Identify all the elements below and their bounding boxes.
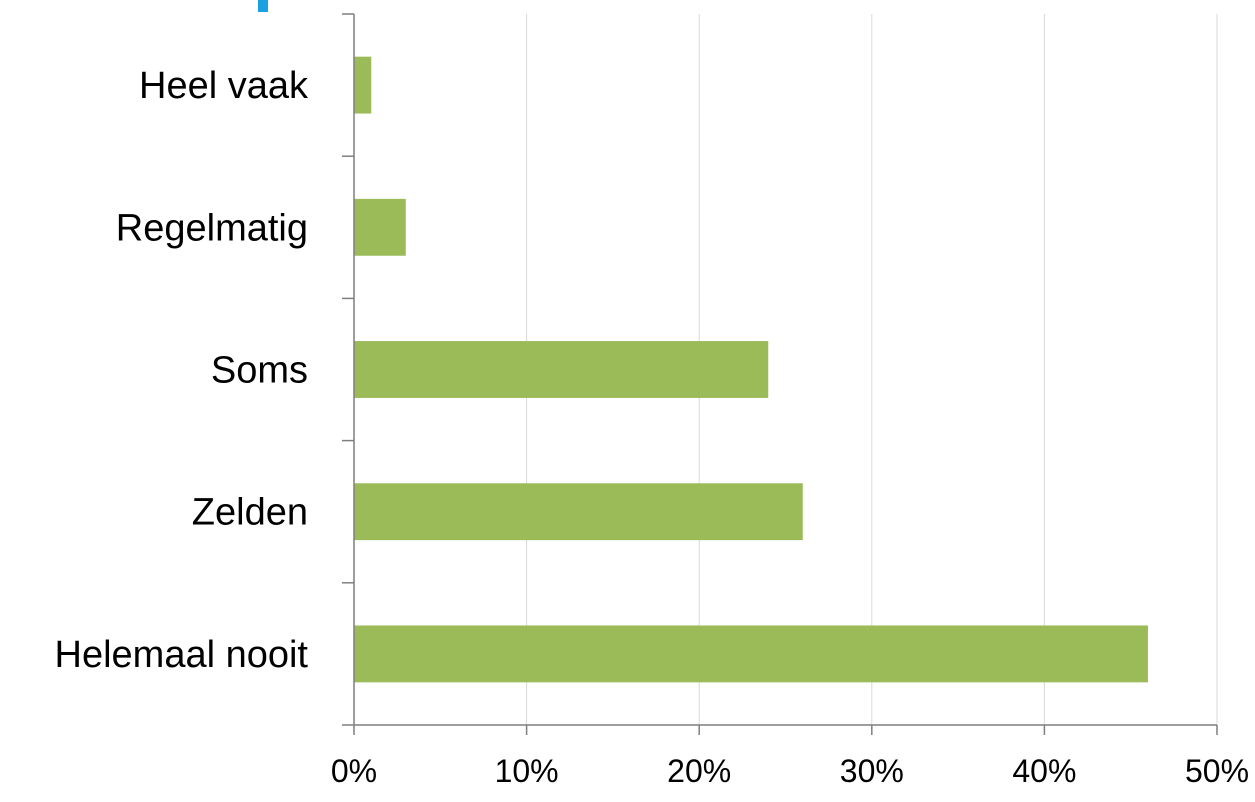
x-tick-labels: 0% 10% 20% 30% 40% 50% bbox=[331, 753, 1249, 789]
axes bbox=[342, 13, 1218, 735]
gridlines bbox=[526, 14, 1218, 725]
bar bbox=[354, 198, 406, 256]
x-tick-label: 20% bbox=[667, 753, 731, 789]
x-tick-label: 40% bbox=[1012, 753, 1076, 789]
category-label: Helemaal nooit bbox=[55, 634, 309, 676]
bar bbox=[354, 341, 769, 398]
x-tick-label: 10% bbox=[495, 753, 559, 789]
x-tick-label: 30% bbox=[840, 753, 904, 789]
bar bbox=[354, 483, 803, 541]
x-tick-label: 50% bbox=[1185, 753, 1249, 789]
title-accent-mark bbox=[258, 0, 268, 12]
category-labels: Heel vaak Regelmatig Soms Zelden Helemaal no… bbox=[55, 65, 309, 676]
bar bbox=[354, 56, 372, 114]
category-label: Heel vaak bbox=[139, 65, 309, 107]
bars bbox=[354, 56, 1148, 683]
x-tick-label: 0% bbox=[331, 753, 377, 789]
category-label: Zelden bbox=[192, 492, 308, 534]
bar bbox=[354, 625, 1148, 683]
category-label: Regelmatig bbox=[116, 207, 308, 249]
category-label: Soms bbox=[211, 350, 308, 392]
